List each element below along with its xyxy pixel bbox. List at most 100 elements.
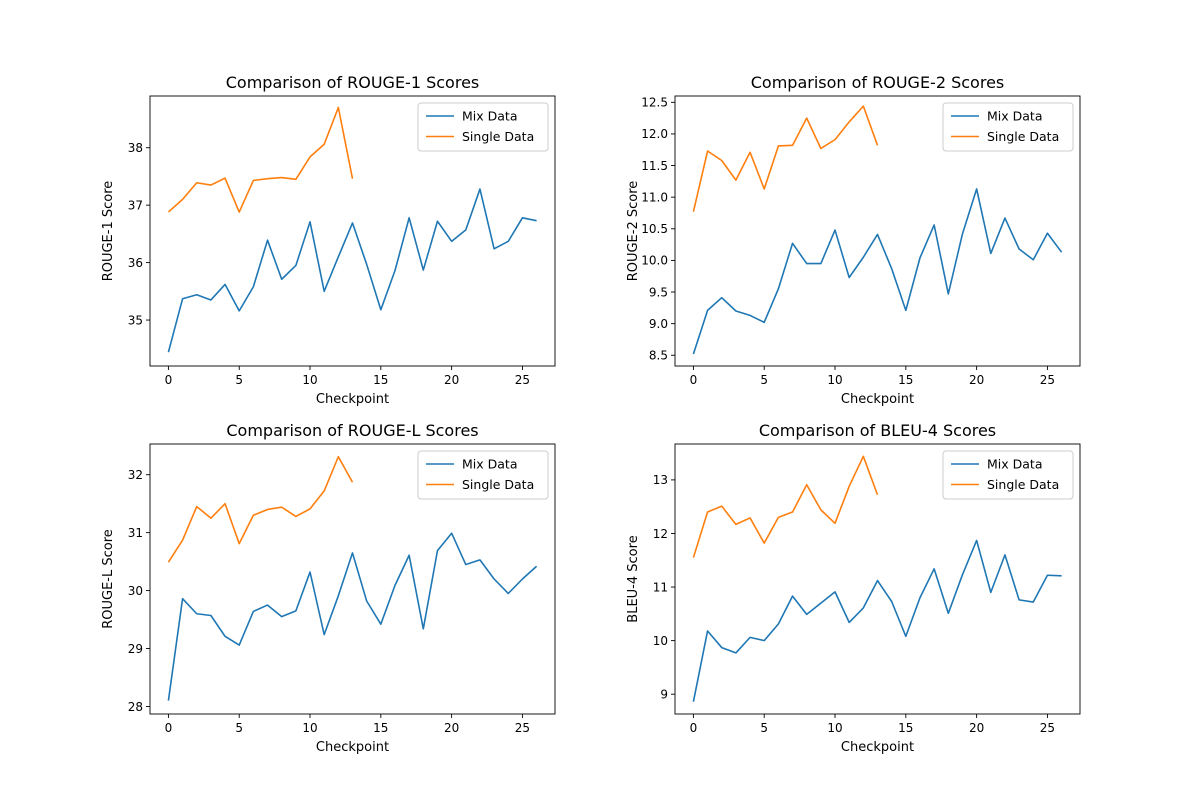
data-point	[848, 276, 851, 279]
data-point	[521, 216, 524, 219]
y-tick-label: 8.5	[649, 349, 668, 363]
data-point	[692, 700, 695, 703]
data-point	[195, 505, 198, 508]
data-point	[720, 646, 723, 649]
x-axis-label: Checkpoint	[841, 740, 914, 755]
axes-frame	[674, 443, 1081, 715]
data-point	[507, 592, 510, 595]
axes-frame	[149, 95, 556, 367]
data-point	[791, 595, 794, 598]
data-point	[223, 635, 226, 638]
data-point	[933, 567, 936, 570]
data-point	[833, 522, 836, 525]
data-point	[961, 232, 964, 235]
data-point	[351, 551, 354, 554]
x-tick-label: 10	[302, 721, 317, 735]
data-point	[706, 629, 709, 632]
data-point	[1032, 258, 1035, 261]
legend-label: Mix Data	[987, 109, 1042, 124]
y-tick-label: 30	[128, 584, 143, 598]
data-point	[223, 502, 226, 505]
data-point	[266, 508, 269, 511]
data-point	[876, 233, 879, 236]
legend-label: Single Data	[987, 477, 1059, 492]
series-line-mix-data	[167, 188, 537, 353]
data-point	[181, 198, 184, 201]
data-point	[167, 351, 170, 354]
data-point	[848, 120, 851, 123]
series-line-single-data	[692, 105, 879, 212]
data-point	[238, 542, 241, 545]
data-point	[308, 155, 311, 158]
x-tick-label: 0	[165, 721, 173, 735]
data-point	[918, 596, 921, 599]
data-point	[692, 556, 695, 559]
data-point	[791, 144, 794, 147]
data-point	[706, 510, 709, 513]
data-point	[507, 240, 510, 243]
x-tick-label: 5	[235, 721, 243, 735]
x-tick-label: 25	[1040, 721, 1055, 735]
y-axis-label: ROUGE-2 Score	[626, 181, 641, 282]
data-point	[890, 267, 893, 270]
y-tick-label: 10	[653, 634, 668, 648]
legend-label: Single Data	[462, 129, 534, 144]
data-point	[351, 221, 354, 224]
data-point	[763, 187, 766, 190]
data-point	[408, 216, 411, 219]
y-tick-label: 31	[128, 526, 143, 540]
y-tick-label: 9	[660, 687, 668, 701]
data-point	[379, 308, 382, 311]
data-point	[1060, 574, 1063, 577]
data-point	[252, 179, 255, 182]
data-point	[223, 283, 226, 286]
data-point	[478, 558, 481, 561]
data-point	[294, 609, 297, 612]
data-point	[209, 298, 212, 301]
data-point	[947, 292, 950, 295]
series-line-mix-data	[692, 539, 1062, 702]
data-point	[195, 612, 198, 615]
y-tick-label: 12.0	[641, 127, 668, 141]
data-point	[280, 506, 283, 509]
data-point	[323, 290, 326, 293]
data-point	[223, 177, 226, 180]
x-tick-label: 20	[969, 373, 984, 387]
x-tick-label: 10	[302, 373, 317, 387]
data-point	[819, 147, 822, 150]
data-point	[252, 514, 255, 517]
data-point	[862, 455, 865, 458]
y-tick-label: 35	[128, 313, 143, 327]
data-point	[734, 309, 737, 312]
data-point	[337, 255, 340, 258]
data-point	[805, 262, 808, 265]
x-tick-label: 10	[827, 721, 842, 735]
y-tick-label: 9.0	[649, 317, 668, 331]
data-point	[1018, 598, 1021, 601]
y-tick-label: 36	[128, 256, 143, 270]
legend-label: Single Data	[987, 129, 1059, 144]
x-tick-label: 5	[760, 373, 768, 387]
data-point	[167, 210, 170, 213]
y-axis-label: ROUGE-1 Score	[101, 181, 116, 282]
data-point	[181, 297, 184, 300]
data-point	[876, 144, 879, 147]
data-point	[450, 240, 453, 243]
data-point	[833, 590, 836, 593]
data-point	[904, 635, 907, 638]
data-point	[947, 612, 950, 615]
x-axis-label: Checkpoint	[316, 740, 389, 755]
y-axis-label: BLEU-4 Score	[626, 535, 641, 622]
data-point	[933, 223, 936, 226]
data-point	[209, 183, 212, 186]
data-point	[692, 352, 695, 355]
data-point	[961, 573, 964, 576]
data-point	[890, 600, 893, 603]
data-point	[280, 278, 283, 281]
y-tick-label: 28	[128, 700, 143, 714]
x-tick-label: 20	[444, 373, 459, 387]
data-point	[975, 187, 978, 190]
data-point	[777, 622, 780, 625]
y-tick-label: 10.0	[641, 254, 668, 268]
data-point	[464, 228, 467, 231]
